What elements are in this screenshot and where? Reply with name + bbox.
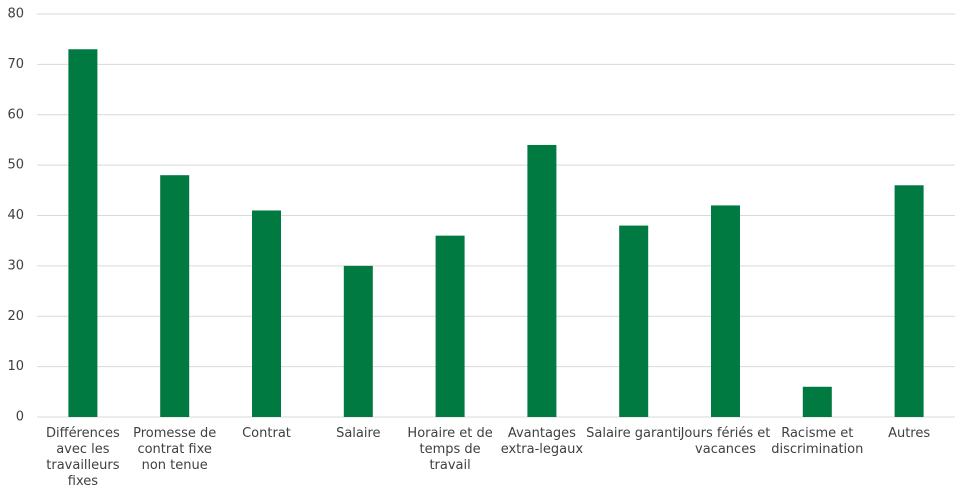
y-tick-label: 40	[7, 208, 24, 223]
x-tick-label: Différences avec les travailleurs fixes	[45, 426, 120, 489]
x-tick-label: Autres	[888, 426, 931, 441]
bar	[619, 225, 649, 417]
x-tick-label: Jours fériés et vacances	[680, 426, 771, 457]
bar	[252, 210, 281, 417]
bar	[894, 185, 924, 417]
y-tick-label: 50	[7, 158, 24, 173]
y-tick-label: 60	[7, 107, 24, 122]
bar	[435, 235, 465, 417]
y-tick-label: 20	[7, 309, 24, 324]
x-tick-label: Horaire et de temps de travail	[407, 426, 493, 473]
x-tick-label: Contrat	[242, 426, 291, 441]
x-tick-label: Salaire	[336, 426, 381, 441]
bar	[160, 175, 190, 417]
bar	[711, 205, 740, 417]
y-tick-label: 80	[7, 7, 24, 22]
x-tick-label: Promesse de contrat fixe non tenue	[133, 426, 217, 473]
bar	[68, 49, 98, 417]
y-tick-label: 30	[7, 258, 24, 273]
y-tick-label: 70	[7, 57, 24, 72]
x-tick-label: Racisme et discrimination	[771, 426, 864, 457]
x-tick-label: Salaire garanti	[586, 426, 682, 441]
y-tick-label: 10	[7, 359, 24, 374]
bar	[802, 386, 832, 417]
x-tick-label: Avantages extra-legaux	[500, 426, 584, 457]
bar	[343, 265, 373, 417]
y-tick-label: 0	[16, 410, 24, 425]
bar	[527, 144, 557, 417]
